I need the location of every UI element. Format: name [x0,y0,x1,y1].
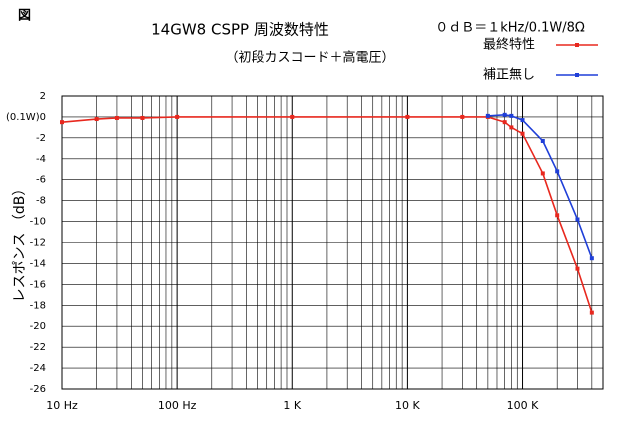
data-point [509,113,514,118]
y-tick-label: -18 [30,300,46,311]
data-point [520,131,525,136]
reference-note: ０ｄＢ＝１kHz/0.1W/8Ω [435,21,585,36]
data-point [575,266,580,271]
data-point [540,138,545,143]
x-tick-label: 100 Hz [158,399,197,412]
y-tick-label: 2 [40,91,46,102]
figure-label: 図 [18,9,31,24]
data-point [405,114,410,119]
data-point [502,112,507,117]
x-tick-label: 1 K [283,399,301,412]
data-point [555,169,560,174]
data-point [94,117,99,122]
y-tick-label: -4 [36,154,46,165]
data-point [555,213,560,218]
y-tick-label: -2 [36,133,46,144]
chart-subtitle: （初段カスコード＋高電圧） [225,50,394,66]
annotation: (0.1W) [6,112,40,123]
y-tick-label: -8 [36,196,46,207]
legend-marker [575,43,579,47]
y-tick-label: -10 [30,217,46,228]
data-point [460,114,465,119]
data-point [509,125,514,130]
data-point [290,114,295,119]
x-tick-label: 100 K [507,399,539,412]
series-line [61,116,593,313]
data-point [140,115,145,120]
legend-marker [575,73,579,77]
data-point [175,114,180,119]
chart-title: 14GW8 CSPP 周波数特性 [151,21,329,39]
y-tick-label: -26 [30,384,46,395]
legend-label: 最終特性 [483,37,535,53]
y-tick-label: -14 [30,258,46,269]
y-tick-label: -22 [30,342,46,353]
x-tick-label: 10 Hz [46,399,78,412]
data-point [540,171,545,176]
data-point [114,115,119,120]
data-point [520,118,525,123]
y-tick-label: 0 [40,112,46,123]
data-point [502,120,507,125]
y-tick-label: -6 [36,175,46,186]
data-point [485,113,490,118]
y-tick-label: -20 [30,321,46,332]
data-point [575,217,580,222]
data-point [589,310,594,315]
x-tick-label: 10 K [395,399,420,412]
legend-label: 補正無し [483,68,535,83]
y-tick-label: -24 [30,363,46,374]
data-point [589,256,594,261]
y-tick-label: -12 [30,238,46,249]
y-axis-label: レスポンス （dB） [12,182,28,303]
y-tick-label: -16 [30,279,46,290]
data-point [60,120,64,125]
